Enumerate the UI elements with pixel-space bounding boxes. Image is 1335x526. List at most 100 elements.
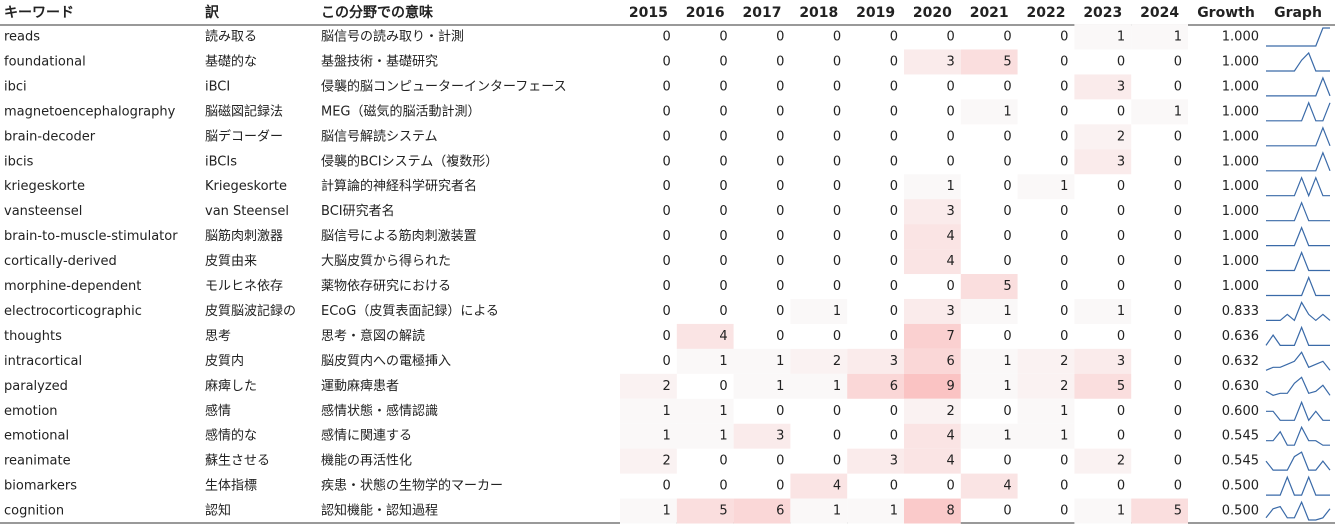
sparkline	[1266, 275, 1330, 297]
count: 0	[890, 254, 898, 269]
count: 3	[1117, 79, 1125, 94]
heat-cell	[1074, 298, 1132, 324]
count: 0	[833, 429, 841, 444]
count: 5	[1117, 379, 1125, 394]
meaning: 感情状態・感情認識	[321, 403, 438, 419]
growth: 1.000	[1222, 54, 1259, 69]
keyword: biomarkers	[4, 479, 77, 494]
column-header: 2017	[743, 5, 782, 21]
meaning: MEG（磁気的脳活動計測）	[321, 103, 481, 119]
count: 0	[719, 304, 727, 319]
heat-cell	[960, 348, 1018, 374]
count: 0	[776, 404, 784, 419]
count: 1	[1060, 429, 1068, 444]
count: 0	[890, 279, 898, 294]
count: 0	[1117, 279, 1125, 294]
heat-cell	[847, 373, 904, 399]
count: 0	[663, 179, 671, 194]
count: 0	[890, 404, 898, 419]
count: 1	[1003, 429, 1011, 444]
count: 0	[1060, 279, 1068, 294]
heat-cell	[847, 348, 904, 374]
count: 0	[1003, 179, 1011, 194]
count: 4	[719, 329, 727, 344]
translation: iBCI	[205, 79, 230, 94]
count: 0	[833, 254, 841, 269]
keyword: emotional	[4, 429, 69, 444]
heat-cell	[1074, 124, 1132, 150]
count: 0	[719, 154, 727, 169]
count: 0	[1117, 229, 1125, 244]
sparkline	[1266, 400, 1330, 422]
count: 0	[1060, 154, 1068, 169]
count: 0	[663, 54, 671, 69]
count: 0	[890, 79, 898, 94]
count: 0	[1117, 54, 1125, 69]
count: 0	[833, 54, 841, 69]
count: 0	[833, 30, 841, 45]
count: 1	[776, 354, 784, 369]
count: 6	[890, 379, 898, 394]
heat-cell	[620, 498, 677, 524]
count: 1	[663, 404, 671, 419]
meaning: 侵襲的脳コンピューターインターフェース	[321, 78, 567, 94]
heat-cell	[1131, 498, 1188, 524]
count: 5	[1174, 504, 1182, 519]
count: 4	[1003, 479, 1011, 494]
growth: 1.000	[1222, 30, 1259, 45]
count: 0	[1060, 304, 1068, 319]
count: 6	[947, 354, 955, 369]
count: 0	[663, 354, 671, 369]
meaning: 認知機能・認知過程	[321, 503, 438, 519]
growth: 0.636	[1222, 329, 1259, 344]
growth: 0.545	[1222, 454, 1259, 469]
translation: 思考	[205, 329, 231, 344]
count: 0	[719, 379, 727, 394]
count: 2	[947, 404, 955, 419]
count: 0	[776, 479, 784, 494]
meaning: 運動麻痺患者	[321, 378, 399, 394]
column-header: 2024	[1140, 5, 1179, 21]
sparkline	[1266, 176, 1330, 198]
keyword: electrocorticographic	[4, 304, 142, 319]
heat-cell	[904, 323, 961, 349]
count: 5	[1003, 279, 1011, 294]
heat-cell	[676, 398, 734, 424]
count: 0	[776, 254, 784, 269]
meaning: 機能の再活性化	[321, 454, 412, 469]
count: 0	[890, 329, 898, 344]
sparkline	[1266, 301, 1331, 322]
heat-cell	[960, 274, 1018, 299]
count: 0	[890, 204, 898, 219]
count: 0	[776, 204, 784, 219]
keyword: reads	[4, 30, 40, 45]
translation: 蘇生させる	[205, 454, 270, 469]
meaning: 脳信号の読み取り・計測	[321, 29, 464, 45]
meaning: 薬物依存研究における	[321, 279, 451, 294]
keyword: ibci	[4, 79, 27, 94]
count: 0	[1174, 254, 1182, 269]
count: 0	[663, 329, 671, 344]
count: 5	[1003, 54, 1011, 69]
count: 0	[776, 179, 784, 194]
heat-cell	[904, 174, 961, 200]
count: 2	[1060, 354, 1068, 369]
count: 0	[776, 154, 784, 169]
sparkline	[1266, 76, 1331, 97]
count: 0	[1174, 429, 1182, 444]
count: 0	[1060, 204, 1068, 219]
count: 1	[833, 504, 841, 519]
count: 0	[776, 454, 784, 469]
count: 0	[776, 79, 784, 94]
count: 0	[1117, 179, 1125, 194]
count: 0	[833, 204, 841, 219]
heat-cell	[847, 448, 904, 474]
heat-cell	[1074, 498, 1132, 524]
keyword: vansteensel	[4, 204, 82, 219]
count: 0	[947, 129, 955, 144]
count: 1	[1117, 30, 1125, 45]
heat-cell	[733, 348, 791, 374]
count: 0	[663, 154, 671, 169]
count: 0	[1174, 479, 1182, 494]
count: 0	[1060, 229, 1068, 244]
